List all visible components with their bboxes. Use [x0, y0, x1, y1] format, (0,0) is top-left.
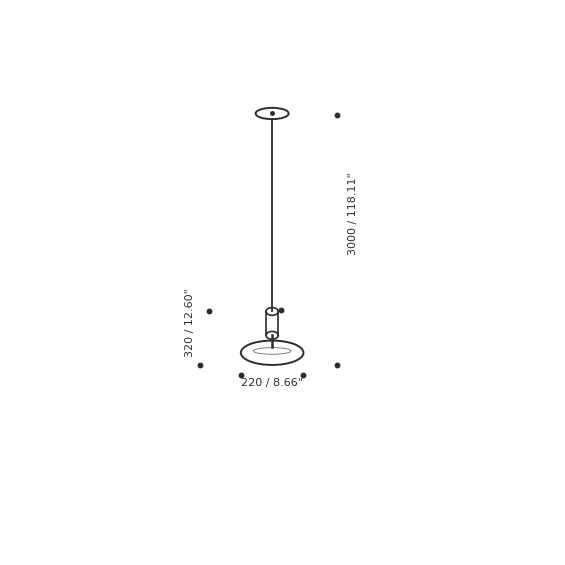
Text: 3000 / 118.11": 3000 / 118.11" — [347, 172, 358, 255]
Text: 320 / 12.60": 320 / 12.60" — [185, 288, 194, 357]
Text: 220 / 8.66": 220 / 8.66" — [241, 378, 303, 388]
